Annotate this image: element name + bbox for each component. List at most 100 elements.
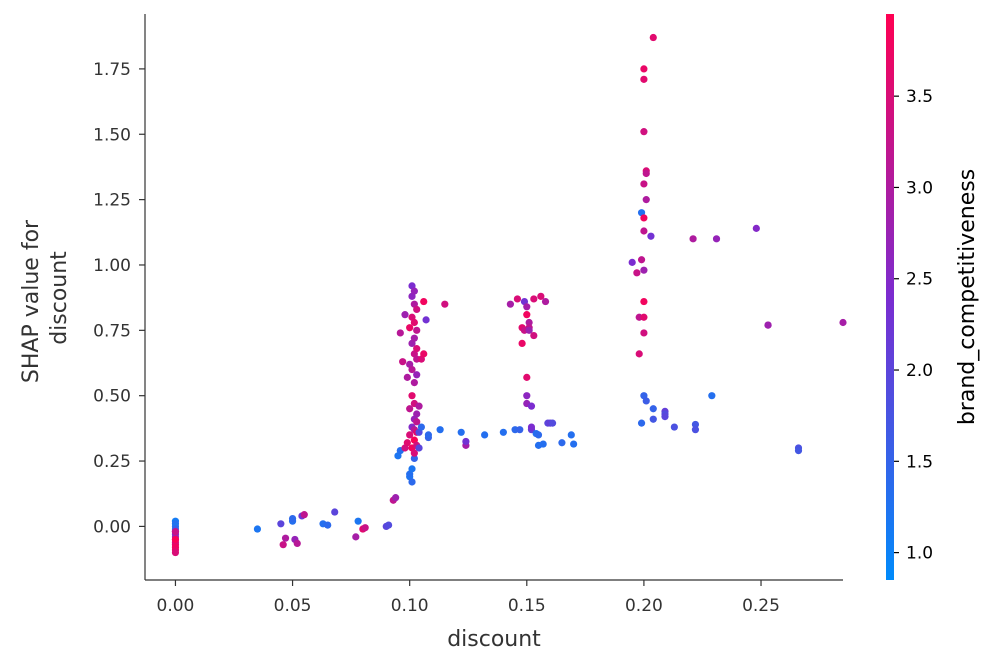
y-axis-title-line-1: SHAP value for [19, 219, 44, 383]
colorbar-title: brand_competitiveness [955, 169, 980, 425]
data-point [640, 266, 648, 274]
data-point [670, 423, 678, 431]
data-point [649, 415, 657, 423]
data-point [422, 316, 430, 324]
y-tick-label: 0.25 [93, 452, 131, 472]
data-point [640, 65, 648, 73]
data-point [637, 256, 646, 264]
data-point [413, 305, 421, 314]
data-point [331, 508, 339, 516]
data-point [410, 334, 418, 342]
data-point [548, 419, 557, 427]
data-point [281, 534, 290, 542]
y-tick-label: 1.75 [93, 60, 131, 80]
plot-area: 0.00 0.05 0.10 0.15 0.20 0.25 0.00 0.25 0.50 0.7… [93, 14, 847, 616]
data-point [171, 528, 180, 536]
data-point [637, 419, 646, 427]
data-point [640, 313, 648, 321]
y-tick-label: 1.25 [93, 191, 131, 211]
data-point [293, 539, 301, 547]
x-tick-label: 0.05 [274, 596, 312, 616]
data-points [171, 33, 847, 557]
data-point [481, 431, 489, 439]
data-point [408, 392, 416, 400]
data-point [413, 326, 421, 334]
data-point [691, 420, 700, 429]
data-point [410, 449, 418, 457]
x-ticks: 0.00 0.05 0.10 0.15 0.20 0.25 [157, 580, 780, 616]
x-axis-title: discount [447, 627, 541, 652]
data-point [640, 75, 648, 83]
data-point [661, 413, 669, 421]
y-tick-label: 1.00 [93, 256, 131, 276]
data-point [499, 428, 507, 436]
data-point [518, 339, 526, 348]
data-point [396, 329, 404, 337]
colorbar-tick-label: 1.0 [906, 544, 933, 564]
data-point [406, 324, 414, 332]
data-point [539, 440, 547, 448]
data-point [406, 405, 414, 413]
colorbar-tick-label: 1.5 [906, 452, 933, 472]
data-point [408, 478, 416, 486]
y-tick-label: 0.75 [93, 321, 131, 341]
data-point [649, 33, 657, 42]
data-point [415, 444, 423, 452]
data-point [708, 392, 716, 400]
data-point [413, 418, 421, 426]
data-point [523, 373, 531, 381]
data-point [752, 224, 760, 232]
data-point [384, 521, 393, 529]
data-point [635, 350, 643, 358]
data-point [410, 287, 418, 295]
data-point [516, 426, 524, 434]
data-point [794, 446, 803, 455]
data-point [640, 227, 648, 235]
data-point [506, 300, 514, 308]
data-point [277, 520, 285, 528]
x-tick-label: 0.25 [742, 596, 780, 616]
data-point [839, 318, 847, 327]
data-point [253, 525, 262, 533]
data-point [415, 402, 423, 410]
data-point [361, 524, 369, 532]
data-point [441, 300, 449, 308]
data-point [352, 533, 360, 541]
data-point [392, 494, 400, 502]
data-point [534, 431, 543, 439]
data-point [410, 454, 418, 463]
data-point [527, 402, 536, 410]
data-point [413, 410, 421, 418]
data-point [279, 541, 287, 549]
y-axis-title: SHAP value for discount [19, 213, 72, 383]
data-point [324, 521, 332, 529]
data-point [417, 423, 425, 431]
data-point [541, 297, 550, 306]
data-point [527, 423, 536, 431]
colorbar-ticks: 1.0 1.5 2.0 2.5 3.0 3.5 [894, 87, 933, 564]
data-point [628, 258, 636, 266]
y-tick-label: 0.50 [93, 387, 131, 407]
data-point [413, 371, 421, 379]
data-point [642, 196, 650, 204]
data-point [410, 379, 418, 387]
data-point [420, 297, 428, 306]
data-point [525, 318, 533, 327]
data-point [523, 303, 531, 311]
colorbar-tick-label: 2.5 [906, 270, 933, 290]
data-point [640, 329, 648, 337]
data-point [691, 426, 700, 434]
data-point [570, 440, 578, 448]
data-point [288, 514, 297, 523]
x-tick-label: 0.00 [157, 596, 195, 616]
data-point [462, 437, 470, 446]
data-point [457, 428, 465, 436]
data-point [399, 358, 407, 366]
data-point [413, 345, 421, 353]
data-point [401, 311, 409, 319]
colorbar: 1.0 1.5 2.0 2.5 3.0 3.5 [886, 14, 933, 580]
data-point [530, 295, 538, 303]
data-point [171, 535, 180, 544]
data-point [567, 431, 575, 439]
y-tick-label: 0.00 [93, 517, 131, 537]
